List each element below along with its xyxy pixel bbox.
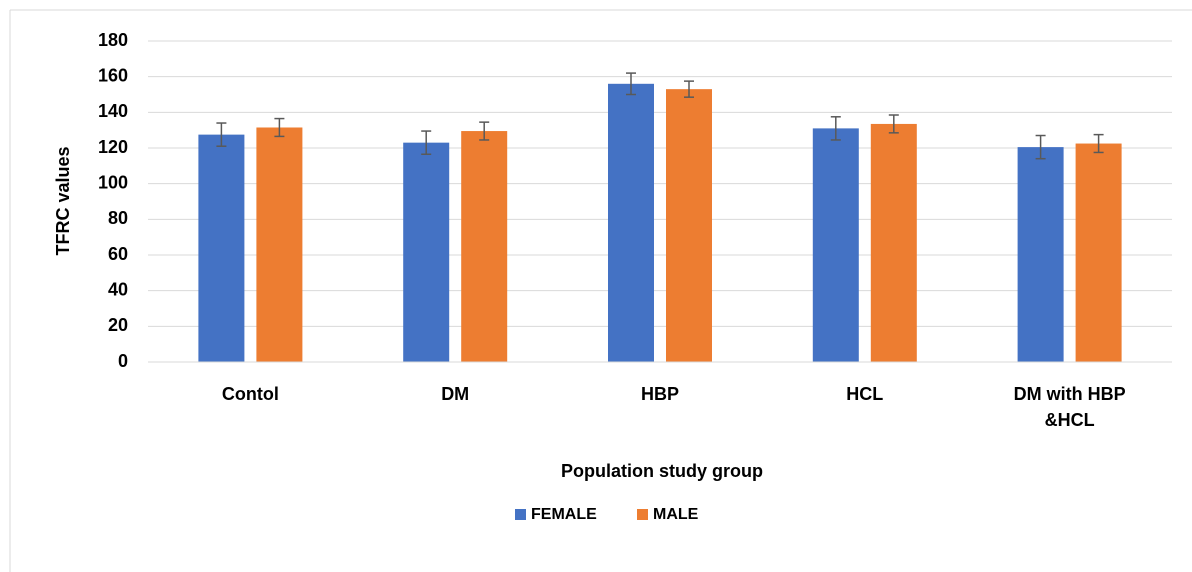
bar xyxy=(256,127,303,362)
error-bar xyxy=(1093,133,1104,154)
y-tick-label: 120 xyxy=(98,137,128,157)
x-tick-label: Contol xyxy=(221,384,279,404)
error-bar xyxy=(274,117,285,138)
y-tick-label: 160 xyxy=(98,65,128,85)
bar xyxy=(461,131,508,362)
bar xyxy=(812,128,859,362)
bar xyxy=(1017,147,1064,362)
y-tick-label: 40 xyxy=(108,279,128,299)
y-axis-title: TFRC values xyxy=(53,146,73,255)
error-bar xyxy=(421,130,432,155)
bar xyxy=(403,142,450,362)
x-tick-label: HBP xyxy=(640,384,679,404)
error-bar xyxy=(830,116,841,141)
error-bar xyxy=(684,80,694,98)
x-tick-label: HCL xyxy=(846,384,884,404)
error-bar xyxy=(626,72,636,96)
y-tick-label: 60 xyxy=(108,244,128,264)
x-axis-title: Population study group xyxy=(561,461,763,481)
legend-label: MALE xyxy=(653,506,699,523)
y-tick-label: 20 xyxy=(108,315,128,335)
y-tick-label: 80 xyxy=(108,208,128,228)
error-bar xyxy=(888,114,899,134)
bar xyxy=(198,134,245,362)
legend-swatch xyxy=(515,509,526,520)
x-tick-label: DM xyxy=(441,384,470,404)
error-bar xyxy=(216,122,227,147)
x-tick-label: DM with HBP &HCL xyxy=(1013,384,1126,430)
legend-swatch xyxy=(637,509,648,520)
error-bar xyxy=(479,121,490,141)
y-tick-label: 100 xyxy=(98,172,128,192)
y-tick-label: 0 xyxy=(118,351,128,371)
bar xyxy=(870,123,917,362)
error-bar xyxy=(1035,134,1046,160)
y-tick-label: 140 xyxy=(98,101,128,121)
bar xyxy=(1075,143,1122,362)
bar xyxy=(608,83,654,363)
y-tick-label: 180 xyxy=(98,30,128,50)
legend-label: FEMALE xyxy=(531,506,597,523)
bar xyxy=(666,89,712,363)
